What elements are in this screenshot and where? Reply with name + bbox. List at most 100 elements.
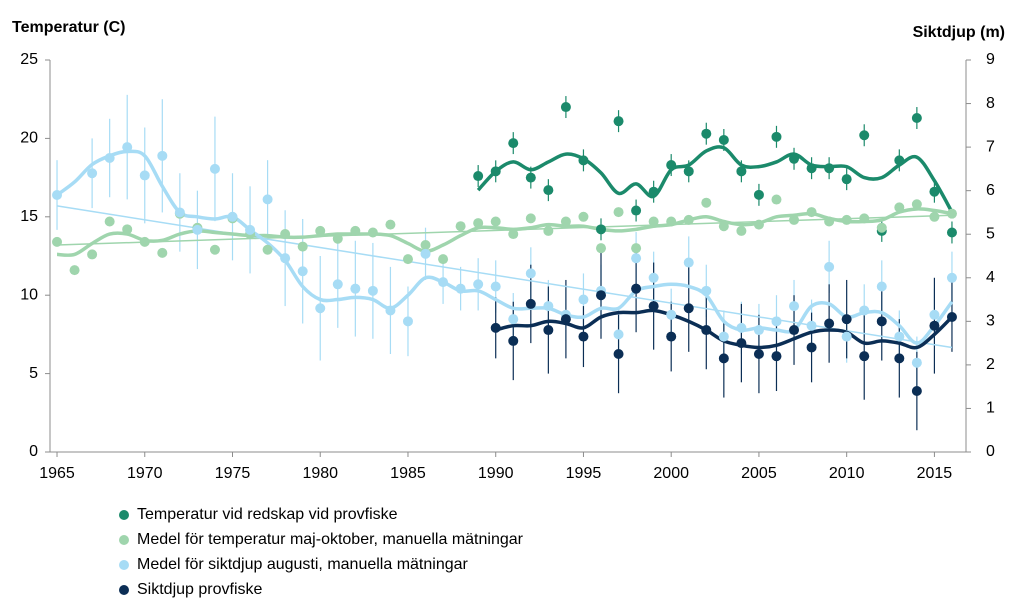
point	[701, 197, 712, 208]
y2-tick-label: 6	[986, 182, 995, 199]
point	[52, 190, 63, 201]
point	[385, 219, 396, 230]
point	[824, 216, 835, 227]
point	[490, 166, 501, 177]
point	[473, 171, 484, 182]
point	[104, 153, 115, 163]
point	[876, 281, 887, 292]
smooth-line	[56, 207, 953, 257]
y-tick-label: 15	[20, 208, 38, 225]
point	[455, 283, 466, 294]
point	[87, 168, 98, 179]
point	[104, 216, 115, 227]
y2-tick-label: 8	[986, 95, 995, 112]
point	[613, 116, 624, 127]
point	[385, 305, 396, 316]
point	[648, 216, 659, 227]
point	[543, 185, 554, 196]
point	[771, 351, 782, 362]
point	[876, 222, 887, 233]
point	[631, 283, 642, 294]
point	[841, 314, 852, 325]
legend-label: Medel för temperatur maj-oktober, manuel…	[137, 531, 524, 548]
point	[139, 236, 150, 247]
point	[911, 113, 922, 124]
point	[192, 224, 203, 235]
point	[297, 266, 308, 277]
point	[280, 253, 291, 264]
point	[209, 244, 220, 255]
point	[438, 277, 449, 288]
x-tick-label: 1990	[478, 465, 514, 482]
point	[929, 211, 940, 222]
point	[946, 272, 957, 283]
point	[824, 261, 835, 272]
point	[683, 303, 694, 314]
point	[753, 219, 764, 230]
point	[174, 207, 185, 218]
y-tick-label: 5	[29, 365, 38, 382]
point	[753, 325, 764, 336]
point	[508, 335, 519, 346]
point	[245, 224, 256, 235]
legend-label: Medel för siktdjup augusti, manuella mät…	[137, 556, 469, 573]
point	[859, 130, 870, 141]
point	[578, 211, 589, 222]
point	[139, 170, 150, 181]
point	[122, 224, 133, 235]
point	[736, 166, 747, 177]
legend-marker	[119, 585, 129, 595]
y-axis-title: Temperatur (C)	[12, 19, 126, 36]
point	[596, 290, 607, 301]
point	[69, 265, 80, 276]
point	[894, 353, 905, 364]
point	[894, 331, 905, 342]
point	[420, 248, 431, 259]
point	[946, 311, 957, 322]
point	[367, 285, 378, 296]
x-tick-label: 1970	[127, 465, 163, 482]
point	[666, 160, 677, 171]
y-tick-label: 20	[20, 130, 38, 147]
smooth-line	[476, 145, 954, 213]
point	[87, 249, 98, 260]
point	[718, 353, 729, 364]
x-tick-label: 1965	[39, 465, 75, 482]
point	[753, 189, 764, 200]
point	[490, 281, 501, 292]
point	[262, 244, 273, 255]
point	[736, 225, 747, 236]
y2-tick-label: 7	[986, 138, 995, 155]
point	[771, 316, 782, 327]
point	[771, 194, 782, 205]
y2-tick-label: 9	[986, 51, 995, 68]
y2-tick-label: 4	[986, 269, 995, 286]
point	[525, 268, 536, 279]
point	[824, 318, 835, 329]
point	[367, 227, 378, 238]
point	[648, 301, 659, 312]
legend-label: Siktdjup provfiske	[137, 581, 262, 598]
point	[929, 309, 940, 320]
x-tick-label: 2010	[829, 465, 865, 482]
point	[841, 214, 852, 225]
point	[315, 303, 326, 314]
point	[525, 213, 536, 224]
point	[596, 243, 607, 254]
point	[631, 253, 642, 264]
x-tick-label: 2005	[741, 465, 777, 482]
point	[911, 357, 922, 368]
point	[683, 214, 694, 225]
point	[332, 233, 343, 244]
point	[859, 351, 870, 362]
point	[683, 166, 694, 177]
point	[543, 301, 554, 312]
legend-marker	[119, 535, 129, 545]
point	[525, 298, 536, 309]
x-tick-label: 1985	[390, 465, 426, 482]
point	[578, 331, 589, 342]
point	[859, 305, 870, 316]
point	[560, 102, 571, 113]
point	[841, 331, 852, 342]
point	[876, 316, 887, 327]
